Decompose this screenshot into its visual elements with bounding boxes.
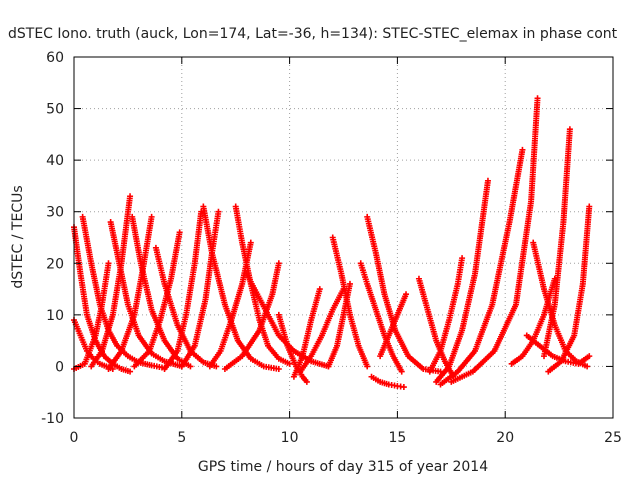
data-point [534, 95, 541, 102]
series-34 [541, 126, 573, 360]
x-tick-label: 20 [496, 430, 514, 446]
series-21 [329, 234, 371, 370]
data-point [566, 126, 573, 133]
series-28 [426, 255, 466, 375]
data-point [247, 239, 254, 246]
data-point [275, 260, 282, 267]
y-tick-label: 0 [55, 359, 64, 375]
data-point [316, 286, 323, 293]
data-point [275, 366, 282, 373]
data-point [519, 146, 526, 153]
series-4 [71, 260, 112, 373]
series-6 [88, 193, 134, 370]
series-10 [131, 229, 183, 370]
y-tick-label: 60 [46, 50, 64, 66]
series-31 [448, 95, 541, 385]
x-tick-label: 15 [388, 430, 406, 446]
data-point [176, 229, 183, 236]
series-13 [178, 208, 222, 370]
data-point [127, 368, 134, 375]
series-17 [221, 260, 282, 373]
series-12 [200, 203, 282, 373]
y-tick-label: 10 [46, 308, 64, 324]
data-point [586, 203, 593, 210]
y-axis-title: dSTEC / TECUs [10, 185, 26, 288]
series-2 [71, 317, 116, 373]
x-tick-label: 5 [177, 430, 186, 446]
data-point [403, 291, 410, 298]
series-20 [297, 286, 347, 375]
x-tick-label: 0 [70, 430, 79, 446]
plot-area [71, 95, 593, 391]
data-point [127, 193, 134, 200]
series-33 [508, 275, 558, 367]
y-tick-label: 50 [46, 102, 64, 118]
series-22 [325, 280, 353, 370]
series-36 [523, 332, 593, 367]
data-point [187, 363, 194, 370]
data-point [303, 378, 310, 385]
x-axis: 0 5 10 15 20 25 [70, 57, 622, 446]
y-tick-label: -10 [41, 411, 64, 427]
series-27 [415, 275, 457, 380]
series-15 [206, 239, 254, 370]
data-point [400, 384, 407, 391]
y-tick-label: 40 [46, 153, 64, 169]
series-19 [290, 286, 323, 380]
data-point [364, 363, 371, 370]
series-11 [161, 208, 205, 373]
data-point [105, 260, 112, 267]
data-point [346, 280, 353, 287]
series-14 [232, 203, 293, 367]
x-tick-label: 25 [604, 430, 622, 446]
data-point [484, 177, 491, 184]
data-point [215, 208, 222, 215]
x-tick-label: 10 [281, 430, 299, 446]
data-point [459, 255, 466, 262]
data-point [584, 363, 591, 370]
series-26 [368, 373, 407, 391]
data-point [148, 213, 155, 220]
series-25 [377, 291, 410, 360]
y-axis: -10 0 10 20 30 40 50 60 [41, 50, 613, 427]
plot-frame [73, 56, 614, 419]
data-point [398, 368, 405, 375]
y-tick-label: 20 [46, 256, 64, 272]
x-axis-title: GPS time / hours of day 315 of year 2014 [198, 459, 488, 475]
series-29 [433, 177, 491, 385]
data-point [286, 360, 293, 367]
data-point [213, 363, 220, 370]
series-30 [437, 146, 526, 388]
data-point [586, 353, 593, 360]
series-8 [105, 213, 155, 373]
y-tick-label: 30 [46, 205, 64, 221]
chart-title: dSTEC Iono. truth (auck, Lon=174, Lat=-3… [8, 26, 618, 42]
series-35 [545, 203, 593, 375]
